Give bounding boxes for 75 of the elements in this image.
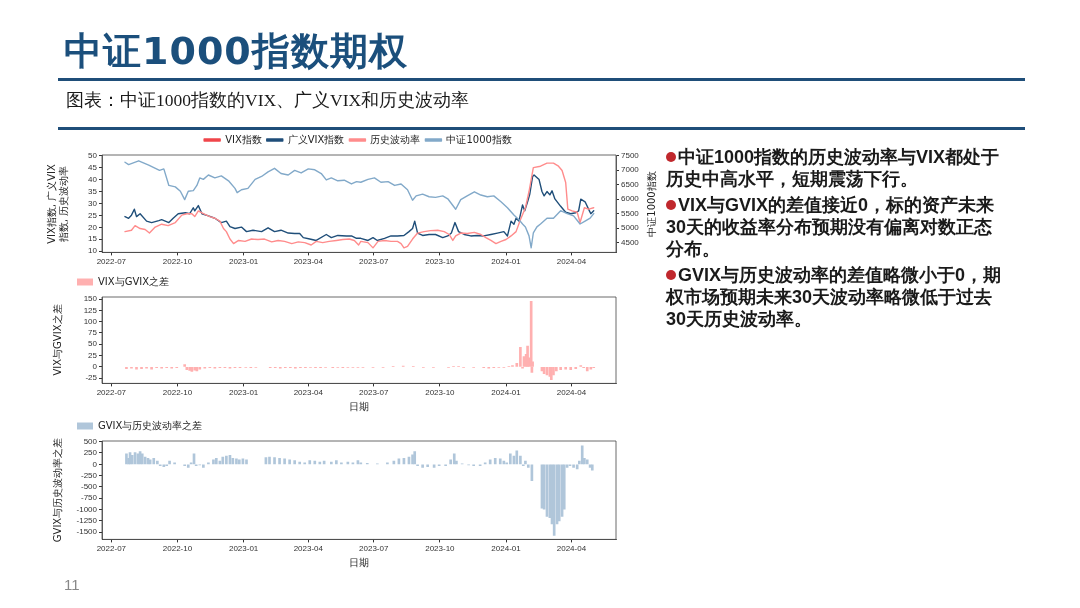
- y2-tick-label: 7500: [621, 150, 640, 160]
- chart-title: 中证1000指数期权: [64, 29, 408, 73]
- legend-label: 广义VIX指数: [287, 133, 345, 145]
- text: GVIX与历史波动率的差值略微小于0，期权市场预期未来30天波动率略微低于过去30天历史波动率。: [666, 265, 1002, 329]
- y2-tick-label: 7000: [621, 165, 640, 175]
- x-tick-label: 2023-04: [293, 388, 324, 398]
- y2-tick-label: 5000: [621, 223, 640, 233]
- legend-label: 历史波动率: [370, 133, 421, 145]
- y-tick-label: 25: [88, 210, 98, 220]
- y2-tick-label: 5500: [621, 208, 640, 218]
- y-tick-label: 125: [83, 305, 98, 315]
- x-tick-label: 2024-04: [556, 257, 587, 267]
- y-axis-title: GVIX与历史波动率之差: [52, 437, 64, 544]
- x-tick-label: 2022-10: [162, 544, 193, 554]
- y-tick-label: 10: [88, 246, 98, 256]
- y2-tick-label: 6500: [621, 179, 640, 189]
- x-tick-label: 2023-01: [228, 388, 259, 398]
- x-tick-label: 2022-10: [162, 257, 193, 267]
- y-tick-label: 40: [88, 174, 98, 184]
- x-tick-label: 2022-07: [96, 544, 127, 554]
- y-tick-label: 25: [88, 350, 98, 360]
- x-tick-label: 2024-01: [491, 257, 522, 267]
- x-tick-label: 2022-07: [96, 257, 127, 267]
- x-axis-title: 日期: [349, 556, 369, 568]
- x-tick-label: 2023-10: [425, 257, 456, 267]
- x-tick-label: 2023-07: [359, 257, 389, 267]
- legend-label: GVIX与历史波动率之差: [98, 419, 203, 431]
- y-tick-label: -1000: [76, 504, 98, 514]
- y-tick-label: 15: [88, 234, 98, 244]
- x-tick-label: 2024-04: [556, 388, 587, 398]
- y-tick-label: 100: [83, 316, 98, 326]
- x-tick-label: 2023-04: [293, 257, 324, 267]
- x-tick-label: 2023-07: [359, 388, 389, 398]
- legend-label: VIX指数: [225, 133, 262, 145]
- y-tick-label: -1250: [76, 516, 98, 526]
- text: 中证1000指数的历史波动率与VIX都处于历史中高水平，短期震荡下行。: [666, 147, 1000, 189]
- y-tick-label: -500: [80, 482, 98, 492]
- legend-label: VIX与GVIX之差: [98, 275, 170, 287]
- x-tick-label: 2024-01: [491, 544, 522, 554]
- y-tick-label: -750: [80, 493, 98, 503]
- y-tick-label: 50: [88, 339, 98, 349]
- y-tick-label: 45: [88, 162, 98, 172]
- y-axis-title: VIX指数, 广义VIX指数, 历史波动率: [46, 162, 70, 246]
- y-tick-label: 35: [88, 186, 98, 196]
- y-tick-label: -250: [80, 470, 98, 480]
- x-tick-label: 2023-10: [425, 388, 456, 398]
- y-tick-label: 0: [92, 459, 98, 469]
- x-tick-label: 2022-07: [96, 388, 127, 398]
- y-tick-label: 500: [83, 436, 98, 446]
- x-tick-label: 2023-04: [293, 544, 324, 554]
- y-tick-label: -1500: [76, 527, 98, 537]
- legend-label: 中证1000指数: [446, 133, 512, 145]
- x-tick-label: 2023-07: [359, 544, 389, 554]
- y-tick-label: 30: [88, 198, 98, 208]
- x-tick-label: 2023-10: [425, 544, 456, 554]
- text: 11: [64, 576, 80, 593]
- y2-tick-label: 6000: [621, 194, 640, 204]
- y-axis-title: VIX与GVIX之差: [52, 303, 64, 378]
- x-tick-label: 2024-04: [556, 544, 587, 554]
- y-tick-label: 0: [92, 362, 98, 372]
- x-tick-label: 2023-01: [228, 257, 259, 267]
- y-tick-label: -25: [85, 373, 98, 383]
- x-tick-label: 2024-01: [491, 388, 522, 398]
- y2-tick-label: 4500: [621, 237, 640, 247]
- y-tick-label: 50: [88, 150, 98, 160]
- y-tick-label: 20: [88, 222, 98, 232]
- x-tick-label: 2022-10: [162, 388, 193, 398]
- y-tick-label: 75: [88, 328, 98, 338]
- x-axis-title: 日期: [349, 400, 369, 412]
- y-tick-label: 250: [83, 448, 98, 458]
- chart-subtitle: 图表：中证1000指数的VIX、广义VIX和历史波动率: [66, 89, 470, 111]
- y-tick-label: 150: [83, 294, 98, 304]
- text: VIX与GVIX的差值接近0，标的资产未来30天的收益率分布预期没有偏离对数正态分布。: [666, 195, 995, 259]
- x-tick-label: 2023-01: [228, 544, 259, 554]
- y2-axis-title: 中证1000指数: [646, 169, 658, 239]
